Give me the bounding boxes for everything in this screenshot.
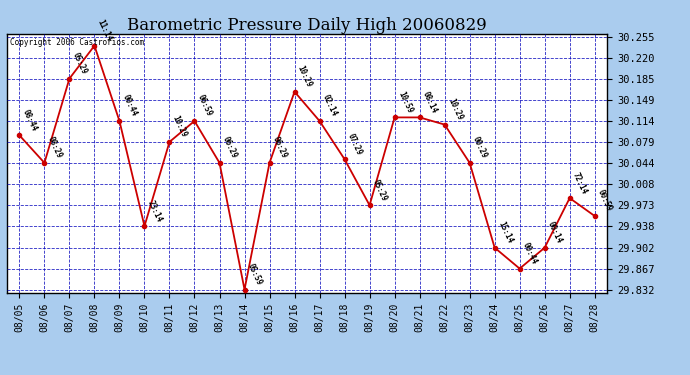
Text: 08:29: 08:29 bbox=[46, 135, 63, 160]
Text: 05:29: 05:29 bbox=[71, 51, 89, 76]
Text: 23:14: 23:14 bbox=[146, 199, 164, 223]
Text: 10:29: 10:29 bbox=[171, 114, 189, 139]
Text: 10:29: 10:29 bbox=[296, 64, 314, 89]
Text: 72:14: 72:14 bbox=[571, 171, 589, 195]
Text: 05:59: 05:59 bbox=[246, 262, 264, 287]
Text: 06:29: 06:29 bbox=[221, 135, 239, 160]
Text: 06:29: 06:29 bbox=[271, 135, 289, 160]
Text: 00:14: 00:14 bbox=[546, 220, 564, 245]
Text: 15:14: 15:14 bbox=[496, 220, 514, 245]
Text: 00:44: 00:44 bbox=[121, 93, 139, 118]
Text: 00:29: 00:29 bbox=[471, 135, 489, 160]
Text: 08:14: 08:14 bbox=[421, 90, 439, 115]
Text: 10:29: 10:29 bbox=[446, 97, 464, 122]
Text: 00:44: 00:44 bbox=[521, 241, 539, 266]
Text: 02:14: 02:14 bbox=[321, 93, 339, 118]
Title: Barometric Pressure Daily High 20060829: Barometric Pressure Daily High 20060829 bbox=[127, 16, 487, 34]
Text: 10:59: 10:59 bbox=[396, 90, 414, 115]
Text: 06:59: 06:59 bbox=[196, 93, 214, 118]
Text: 08:44: 08:44 bbox=[21, 108, 39, 132]
Text: 11:14: 11:14 bbox=[96, 18, 114, 43]
Text: 00:59: 00:59 bbox=[596, 189, 614, 213]
Text: Copyright 2006 Castrorios.com: Copyright 2006 Castrorios.com bbox=[10, 38, 144, 46]
Text: 07:29: 07:29 bbox=[346, 132, 364, 156]
Text: 05:29: 05:29 bbox=[371, 178, 389, 203]
